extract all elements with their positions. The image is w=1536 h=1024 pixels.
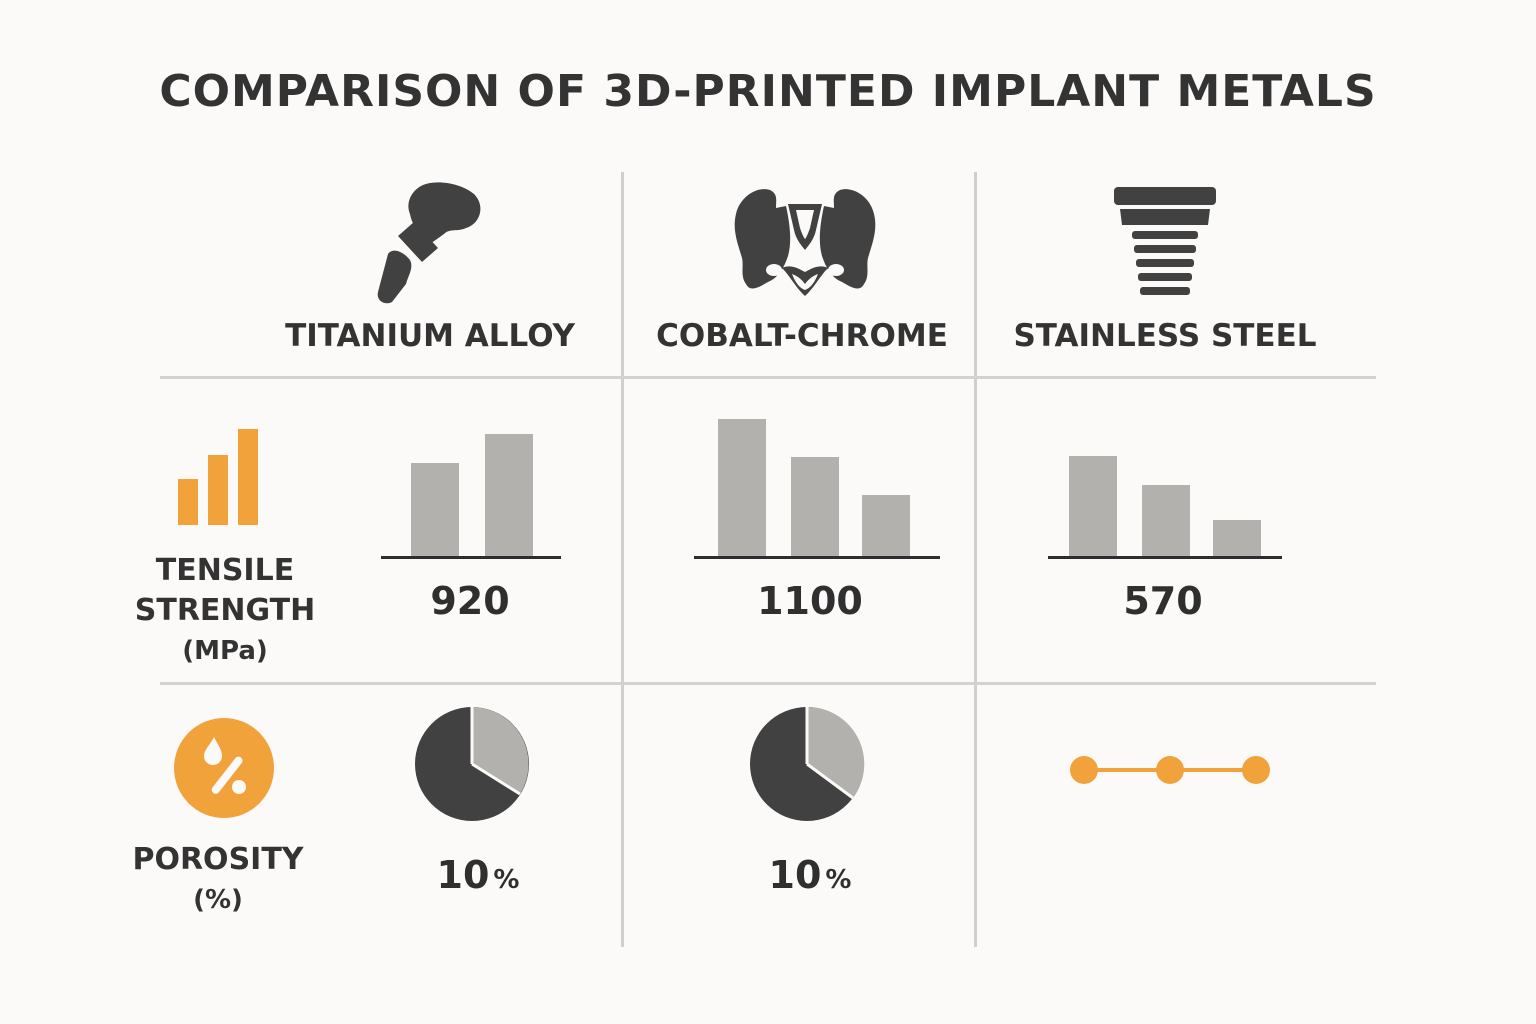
- hip-implant-icon: [377, 182, 481, 304]
- porosity-value-titanium: 10%: [328, 853, 628, 897]
- porosity-pie-titanium: [415, 707, 529, 821]
- baseline: [694, 556, 940, 559]
- bar: [485, 434, 533, 557]
- row-divider: [160, 376, 1376, 379]
- row-label-porosity: POROSITY (%): [108, 840, 328, 920]
- bar: [1069, 456, 1117, 557]
- tensile-value-cobalt-chrome: 1100: [757, 579, 863, 623]
- marker-dot: [1242, 756, 1270, 784]
- column-divider: [621, 172, 624, 947]
- tensile-bars-cobalt-chrome: [694, 419, 940, 559]
- tensile-bars-titanium: [381, 434, 561, 559]
- row-label-porosity-line1: POROSITY: [132, 842, 304, 877]
- bar: [1213, 520, 1261, 557]
- pie-slice: [807, 706, 865, 798]
- screw-implant-icon: [1114, 187, 1216, 295]
- marker-dot: [1070, 756, 1098, 784]
- porosity-unit: %: [493, 865, 520, 895]
- baseline: [381, 556, 561, 559]
- row-label-porosity-unit: (%): [193, 885, 243, 915]
- material-name-cobalt-chrome: COBALT-CHROME: [656, 318, 948, 354]
- baseline: [1048, 556, 1282, 559]
- porosity-value-cobalt-chrome: 10%: [660, 853, 960, 897]
- percent-drop-icon: [174, 718, 274, 818]
- row-label-tensile-line1: TENSILE: [155, 553, 295, 588]
- tensile-bars-stainless-steel: [1048, 456, 1282, 559]
- row-label-tensile-line2: STRENGTH: [134, 593, 316, 628]
- bar: [411, 463, 459, 557]
- tensile-value-titanium: 920: [430, 579, 510, 623]
- bar-chart-icon: [178, 429, 258, 525]
- bar: [718, 419, 766, 557]
- porosity-number: 10: [768, 853, 822, 897]
- marker-dot: [1156, 756, 1184, 784]
- porosity-marker-stainless-steel: [1070, 756, 1270, 784]
- page-title: COMPARISON OF 3D-PRINTED IMPLANT METALS: [159, 66, 1377, 117]
- row-label-tensile: TENSILE STRENGTH (MPa): [110, 551, 340, 671]
- porosity-number: 10: [436, 853, 490, 897]
- porosity-pie-cobalt-chrome: [750, 706, 865, 821]
- bar: [1142, 485, 1190, 557]
- column-divider: [974, 172, 977, 947]
- porosity-unit: %: [825, 865, 852, 895]
- pelvis-icon: [734, 189, 876, 296]
- row-divider: [160, 682, 1376, 685]
- row-label-tensile-unit: (MPa): [182, 636, 268, 666]
- bar: [862, 495, 910, 557]
- material-name-stainless-steel: STAINLESS STEEL: [1013, 318, 1317, 354]
- material-name-titanium: TITANIUM ALLOY: [285, 318, 575, 354]
- tensile-value-stainless-steel: 570: [1123, 579, 1203, 623]
- bar: [791, 457, 839, 557]
